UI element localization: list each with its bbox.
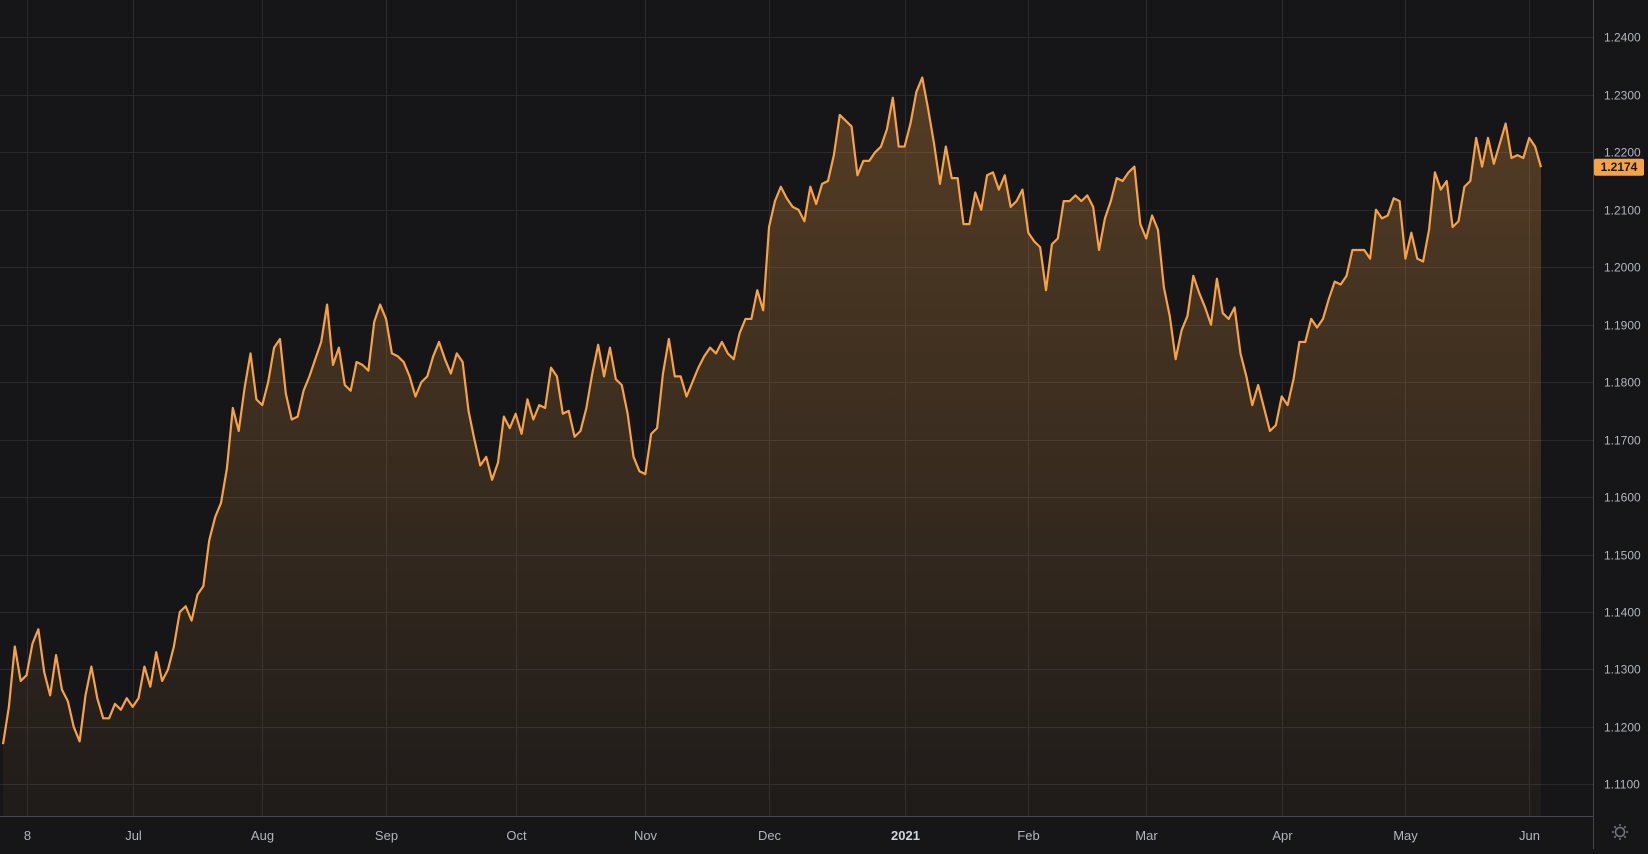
x-tick-label: Apr xyxy=(1272,828,1293,843)
y-tick-label: 1.1100 xyxy=(1604,778,1640,792)
x-tick-label: May xyxy=(1393,828,1418,843)
y-tick-label: 1.1800 xyxy=(1604,376,1641,390)
x-axis-labels: 8 Jul Aug Sep Oct Nov Dec 2021 Feb Mar Apr May Jun xyxy=(24,828,1540,843)
y-tick-label: 1.2300 xyxy=(1604,89,1641,103)
y-tick-label: 1.1400 xyxy=(1604,606,1641,620)
x-tick-label: 8 xyxy=(24,828,31,843)
y-tick-label: 1.1500 xyxy=(1604,549,1641,563)
x-tick-label: Aug xyxy=(251,828,274,843)
y-tick-label: 1.1900 xyxy=(1604,319,1641,333)
last-price-tag: 1.2174 xyxy=(1594,158,1644,176)
y-tick-label: 1.2400 xyxy=(1604,31,1641,45)
x-tick-label: Nov xyxy=(634,828,658,843)
y-tick-label: 1.2000 xyxy=(1604,261,1641,275)
y-tick-label: 1.1300 xyxy=(1604,663,1641,677)
area-fill xyxy=(3,77,1541,816)
settings-gear-icon[interactable] xyxy=(1612,824,1628,840)
y-tick-label: 1.1200 xyxy=(1604,721,1641,735)
y-tick-label: 1.1700 xyxy=(1604,434,1641,448)
x-tick-label: Jul xyxy=(125,828,142,843)
y-tick-label: 1.2100 xyxy=(1604,204,1641,218)
x-tick-label: Feb xyxy=(1017,828,1039,843)
y-tick-label: 1.1600 xyxy=(1604,491,1641,505)
last-price-background xyxy=(1594,158,1644,176)
x-tick-label: Jun xyxy=(1519,828,1540,843)
x-tick-label: Dec xyxy=(758,828,782,843)
x-tick-label: Mar xyxy=(1135,828,1158,843)
y-tick-label: 1.2200 xyxy=(1604,146,1641,160)
x-tick-label: Sep xyxy=(375,828,398,843)
x-tick-label: 2021 xyxy=(891,828,920,843)
x-tick-label: Oct xyxy=(506,828,527,843)
last-price-label: 1.2174 xyxy=(1601,160,1638,174)
price-line xyxy=(1,76,1543,745)
y-axis-labels: 1.1100 1.1200 1.1300 1.1400 1.1500 1.1600 1.17… xyxy=(1604,31,1641,792)
